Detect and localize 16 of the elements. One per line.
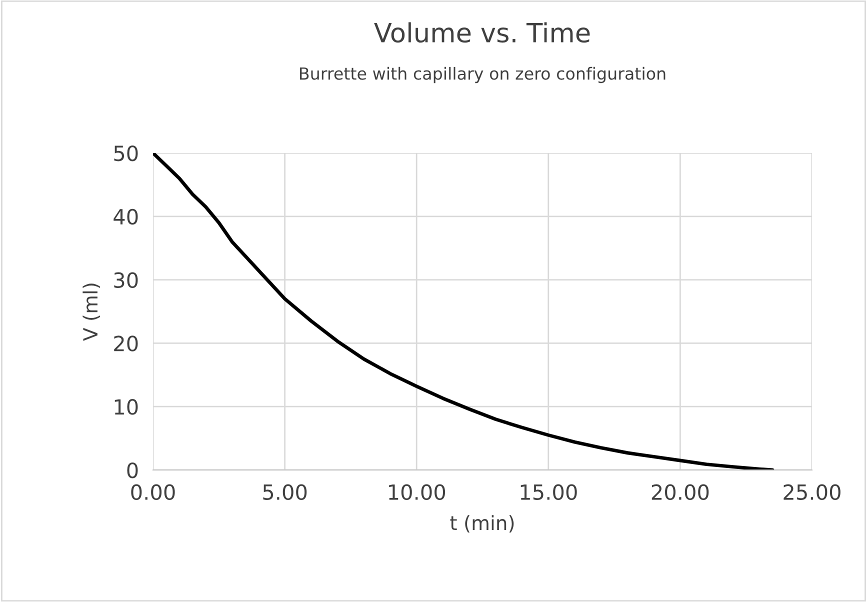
y-tick-label: 30 [114,272,138,288]
y-axis-title: V (ml) [82,284,100,341]
x-tick-label: 10.00 [389,484,446,500]
y-tick-label: 0 [127,462,138,478]
x-tick-label: 0.00 [131,484,175,500]
x-tick-label: 20.00 [652,484,709,500]
x-tick-label: 15.00 [520,484,577,500]
chart-title: Volume vs. Time [374,22,590,43]
x-tick-label: 25.00 [784,484,840,500]
y-tick-label: 50 [114,145,138,162]
x-axis-title: t (min) [450,515,514,532]
y-tick-label: 10 [114,399,138,415]
chart-subtitle: Burrette with capillary on zero configuration [300,66,666,84]
y-tick-label: 20 [114,336,138,352]
y-tick-label: 40 [114,208,138,225]
x-tick-label: 5.00 [263,484,307,500]
